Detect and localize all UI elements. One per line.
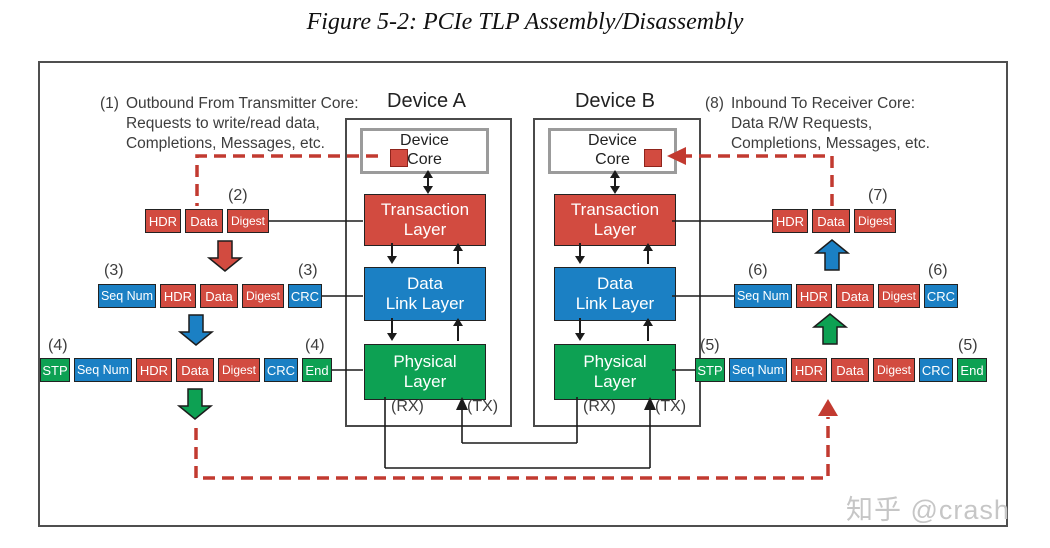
device-a-box: Device Core Transaction Layer Data Link …: [345, 118, 512, 427]
packet-segment-digest: Digest: [242, 284, 284, 308]
annotation-inbound-line1: Inbound To Receiver Core:: [730, 95, 916, 112]
packet-row-stage4: STP Seq Num HDR Data Digest CRC End: [40, 358, 332, 382]
packet-segment-data: Data: [176, 358, 214, 382]
stage-tag-5-right: (5): [958, 337, 978, 354]
device-b-physical-layer: Physical Layer: [554, 344, 676, 400]
stage-tag-3-left: (3): [104, 262, 124, 279]
device-b-core-line1: Device: [588, 132, 637, 150]
packet-segment-data: Data: [185, 209, 223, 233]
stage-tag-6-right: (6): [928, 262, 948, 279]
annotation-inbound: (8) Inbound To Receiver Core: Data R/W R…: [705, 94, 975, 154]
physical-layer-label-line2: Layer: [593, 372, 637, 391]
core-packet-square-a: [390, 149, 408, 167]
device-b-data-link-layer: Data Link Layer: [554, 267, 676, 321]
stage-tag-3-right: (3): [298, 262, 318, 279]
device-a-data-link-layer: Data Link Layer: [364, 267, 486, 321]
packet-segment-seqnum: Seq Num: [98, 284, 156, 308]
packet-segment-hdr: HDR: [772, 209, 808, 233]
packet-segment-data: Data: [831, 358, 869, 382]
packet-segment-stp: STP: [695, 358, 725, 382]
data-link-layer-label-line1: Data: [597, 273, 633, 293]
packet-segment-data: Data: [836, 284, 874, 308]
core-packet-square-b: [644, 149, 662, 167]
packet-row-stage3: Seq Num HDR Data Digest CRC: [98, 284, 322, 308]
packet-segment-seqnum: Seq Num: [74, 358, 132, 382]
packet-segment-hdr: HDR: [796, 284, 832, 308]
packet-segment-data: Data: [200, 284, 238, 308]
packet-segment-crc: CRC: [264, 358, 298, 382]
physical-layer-label-line1: Physical: [393, 351, 457, 371]
packet-segment-digest: Digest: [218, 358, 260, 382]
packet-segment-crc: CRC: [924, 284, 958, 308]
transaction-layer-label-line1: Transaction: [570, 199, 660, 219]
annotation-outbound-line2: Requests to write/read data,: [125, 115, 320, 133]
packet-segment-seqnum: Seq Num: [729, 358, 787, 382]
watermark: 知乎 @crash: [846, 495, 1010, 525]
annotation-inbound-line3: Completions, Messages, etc.: [730, 135, 930, 153]
device-a-tx-label: (TX): [467, 398, 499, 415]
packet-segment-digest: Digest: [878, 284, 920, 308]
packet-segment-hdr: HDR: [145, 209, 181, 233]
packet-row-stage2: HDR Data Digest: [145, 209, 269, 233]
stage-tag-2: (2): [228, 187, 248, 204]
device-a-transaction-layer: Transaction Layer: [364, 194, 486, 246]
physical-layer-label-line2: Layer: [403, 372, 447, 391]
device-a-core-line1: Device: [400, 132, 449, 150]
packet-segment-crc: CRC: [288, 284, 322, 308]
stage-tag-4-right: (4): [305, 337, 325, 354]
figure-title: Figure 5-2: PCIe TLP Assembly/Disassembl…: [306, 9, 744, 35]
packet-segment-digest: Digest: [873, 358, 915, 382]
annotation-outbound-number: (1): [100, 95, 119, 112]
packet-segment-stp: STP: [40, 358, 70, 382]
device-b-core: Device Core: [548, 128, 677, 174]
stage-tag-7: (7): [868, 187, 888, 204]
device-b-tx-label: (TX): [655, 398, 687, 415]
annotation-outbound: (1) Outbound From Transmitter Core: Requ…: [100, 94, 370, 154]
packet-segment-data: Data: [812, 209, 850, 233]
data-link-layer-label-line1: Data: [407, 273, 443, 293]
data-link-layer-label-line2: Link Layer: [385, 294, 465, 313]
packet-segment-end: End: [957, 358, 987, 382]
packet-segment-digest: Digest: [227, 209, 269, 233]
annotation-outbound-line1: Outbound From Transmitter Core:: [125, 95, 359, 112]
physical-layer-label-line1: Physical: [583, 351, 647, 371]
packet-segment-digest: Digest: [854, 209, 896, 233]
stage-tag-6-left: (6): [748, 262, 768, 279]
device-a-core: Device Core: [360, 128, 489, 174]
packet-segment-hdr: HDR: [791, 358, 827, 382]
annotation-inbound-line2: Data R/W Requests,: [730, 115, 873, 133]
transaction-layer-label-line1: Transaction: [380, 199, 470, 219]
device-b-transaction-layer: Transaction Layer: [554, 194, 676, 246]
packet-row-stage5: STP Seq Num HDR Data Digest CRC End: [695, 358, 987, 382]
device-a-physical-layer: Physical Layer: [364, 344, 486, 400]
packet-segment-end: End: [302, 358, 332, 382]
packet-row-stage6: Seq Num HDR Data Digest CRC: [734, 284, 958, 308]
device-b-rx-label: (RX): [583, 398, 616, 415]
device-b-core-line2: Core: [595, 151, 630, 168]
packet-segment-crc: CRC: [919, 358, 953, 382]
packet-segment-seqnum: Seq Num: [734, 284, 792, 308]
stage-tag-5-left: (5): [700, 337, 720, 354]
packet-row-stage7: HDR Data Digest: [772, 209, 896, 233]
device-b-box: Device Core Transaction Layer Data Link …: [533, 118, 701, 427]
device-a-core-line2: Core: [407, 151, 442, 168]
annotation-outbound-line3: Completions, Messages, etc.: [125, 135, 325, 153]
transaction-layer-label-line2: Layer: [403, 220, 447, 239]
packet-segment-hdr: HDR: [136, 358, 172, 382]
annotation-inbound-number: (8): [705, 95, 724, 112]
device-b-title: Device B: [574, 90, 656, 112]
stage-tag-4-left: (4): [48, 337, 68, 354]
device-a-title: Device A: [387, 90, 466, 112]
device-a-rx-label: (RX): [391, 398, 424, 415]
packet-segment-hdr: HDR: [160, 284, 196, 308]
data-link-layer-label-line2: Link Layer: [575, 294, 655, 313]
transaction-layer-label-line2: Layer: [593, 220, 637, 239]
